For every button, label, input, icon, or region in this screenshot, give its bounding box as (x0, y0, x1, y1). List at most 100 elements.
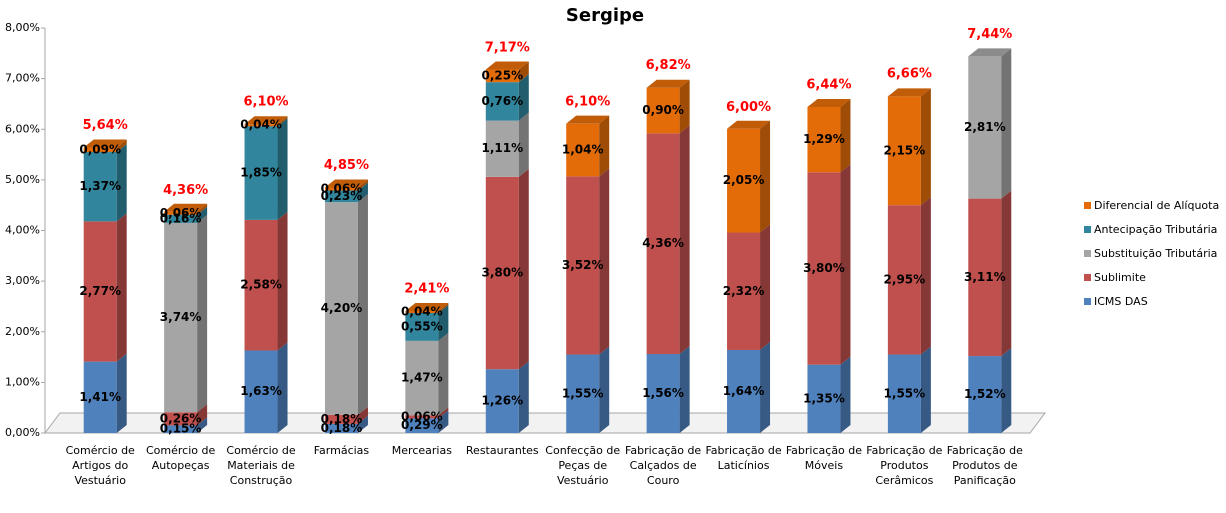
bar-segment (164, 425, 198, 433)
value-label: 1,85% (240, 166, 282, 180)
bar-segment (968, 198, 1002, 357)
bar-segment (485, 176, 519, 370)
legend-swatch (1084, 298, 1091, 305)
bar-segment (164, 214, 198, 223)
value-label: 0,55% (401, 319, 443, 333)
bar-side (1001, 348, 1012, 433)
bar-segment (807, 172, 841, 365)
value-label: 0,90% (642, 103, 684, 117)
total-label: 4,36% (163, 183, 208, 198)
bar-segment (324, 423, 358, 433)
bar-side (116, 353, 127, 433)
value-label: 0,04% (401, 305, 443, 319)
value-label: 1,55% (884, 386, 926, 400)
bar-side (599, 346, 610, 433)
bar-segment (405, 310, 439, 314)
bar-side (116, 144, 127, 222)
bar-segment (646, 87, 680, 134)
y-tick-label: 6,00% (5, 122, 40, 135)
legend-swatch (1084, 250, 1091, 257)
bar-side (116, 213, 127, 362)
value-label: 0,26% (160, 411, 202, 425)
total-label: 6,10% (565, 95, 610, 110)
bar-segment (244, 350, 278, 433)
bar-side (357, 406, 368, 424)
bar-segment (887, 354, 921, 433)
bar-side (438, 332, 449, 416)
value-label: 4,20% (321, 301, 363, 315)
bar-side (599, 115, 610, 177)
total-label: 7,17% (485, 41, 530, 56)
bar-side (679, 125, 690, 355)
x-tick-label: Comércio de Materiais de Construção (226, 444, 296, 487)
bar-top (324, 179, 368, 188)
value-label: 0,06% (321, 181, 363, 195)
value-label: 1,37% (79, 179, 121, 193)
bar-segment (646, 133, 680, 355)
value-label: 0,25% (481, 68, 523, 82)
bar-top (727, 120, 771, 129)
value-label: 0,18% (321, 421, 363, 435)
value-label: 0,04% (240, 118, 282, 132)
bar-side (840, 98, 851, 173)
y-tick-label: 8,00% (5, 21, 40, 34)
bar-side (197, 203, 208, 215)
bar-segment (405, 415, 439, 419)
y-tick-label: 3,00% (5, 274, 40, 287)
bar-segment (646, 354, 680, 433)
bar-side (197, 404, 208, 426)
bar-side (357, 179, 368, 191)
bar-segment (887, 96, 921, 206)
bar-segment (164, 222, 198, 413)
x-tick-label: Fabricação de Produtos Cerâmicos (866, 444, 943, 487)
legend-swatch (1084, 202, 1091, 209)
bar-segment (485, 82, 519, 121)
total-label: 6,82% (646, 58, 691, 73)
value-label: 4,36% (642, 236, 684, 250)
bar-segment (324, 187, 358, 191)
bar-segment (83, 361, 117, 433)
legend-label: Sublimite (1094, 271, 1146, 284)
value-label: 1,63% (240, 384, 282, 398)
value-label: 0,09% (79, 142, 121, 156)
bar-side (599, 168, 610, 355)
value-label: 1,64% (723, 384, 765, 398)
x-tick-label: Fabricação de Produtos de Panificação (946, 444, 1023, 487)
chart-title: Sergipe (566, 5, 644, 26)
legend-label: ICMS DAS (1094, 295, 1148, 308)
x-tick-label: Fabricação de Calçados de Couro (625, 444, 702, 487)
bar-segment (727, 128, 761, 233)
bar-side (518, 168, 529, 370)
value-label: 0,06% (160, 206, 202, 220)
total-label: 7,44% (967, 27, 1012, 42)
bar-side (518, 61, 529, 83)
y-tick-label: 7,00% (5, 72, 40, 85)
y-tick-label: 4,00% (5, 224, 40, 237)
x-tick-label: Fabricação de Móveis (785, 444, 863, 472)
bar-segment (727, 232, 761, 350)
legend-label: Substituição Tributária (1094, 247, 1217, 260)
value-label: 2,32% (723, 284, 765, 298)
bar-side (277, 118, 288, 220)
bar-side (518, 361, 529, 433)
total-label: 6,44% (806, 77, 851, 92)
bar-side (438, 305, 449, 341)
legend-label: Diferencial de Alíquota (1094, 199, 1219, 212)
x-tick-label: Farmácias (313, 444, 370, 457)
value-label: 1,56% (642, 386, 684, 400)
bar-segment (485, 69, 519, 83)
bar-side (840, 356, 851, 433)
bar-side (277, 116, 288, 127)
y-tick-label: 2,00% (5, 325, 40, 338)
bar-side (438, 302, 449, 314)
bar-segment (164, 211, 198, 215)
bar-segment (968, 356, 1002, 433)
value-label: 0,06% (401, 409, 443, 423)
bar-top (887, 88, 931, 97)
bar-side (1001, 48, 1012, 199)
y-tick-label: 1,00% (5, 375, 40, 388)
total-label: 6,00% (726, 100, 771, 115)
bar-side (679, 346, 690, 433)
value-label: 1,35% (803, 391, 845, 405)
